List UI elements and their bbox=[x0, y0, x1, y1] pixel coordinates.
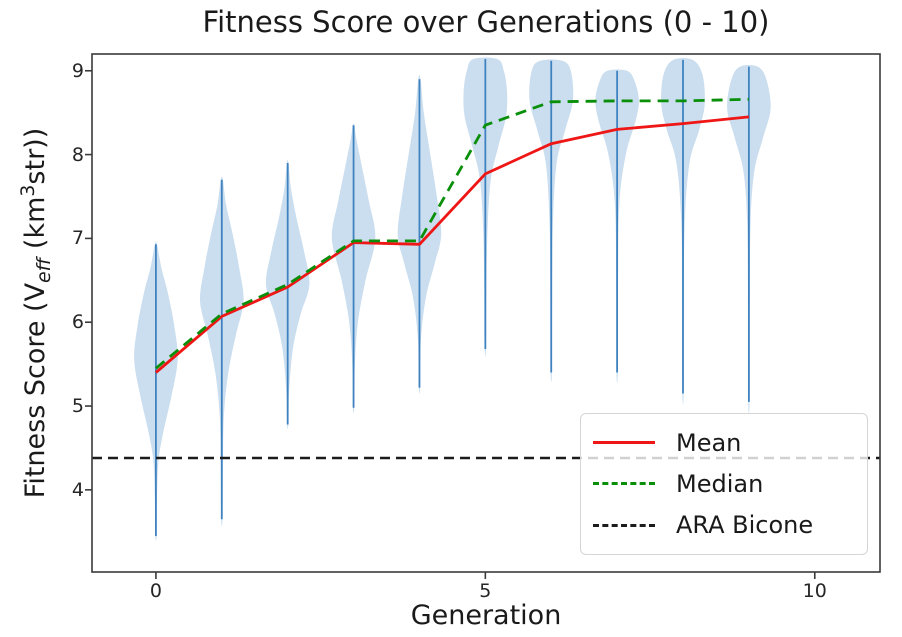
median-line bbox=[155, 97, 749, 370]
mean-line-sample bbox=[593, 441, 655, 445]
y-tick-label: 4 bbox=[71, 478, 84, 501]
legend-item-ara-bicone: ARA Bicone bbox=[593, 513, 855, 537]
legend-label-ara-bicone: ARA Bicone bbox=[676, 511, 814, 540]
x-tick-label: 10 bbox=[802, 580, 827, 602]
x-axis-label: Generation bbox=[410, 600, 562, 631]
y-tick-label: 5 bbox=[71, 395, 84, 418]
chart-title: Fitness Score over Generations (0 - 10) bbox=[202, 5, 770, 39]
legend: Mean Median ARA Bicone bbox=[580, 413, 868, 555]
legend-label-mean: Mean bbox=[676, 428, 742, 457]
legend-item-mean: Mean bbox=[593, 431, 855, 455]
x-tick-label: 0 bbox=[149, 580, 162, 602]
mean-line bbox=[154, 115, 750, 374]
y-tick-label: 9 bbox=[71, 59, 84, 82]
y-tick-label: 7 bbox=[71, 227, 84, 250]
x-tick-label: 5 bbox=[479, 580, 492, 602]
median-line-sample bbox=[593, 482, 655, 486]
legend-item-median: Median bbox=[593, 472, 855, 496]
ara-bicone-line-sample bbox=[593, 523, 655, 527]
legend-label-median: Median bbox=[676, 469, 764, 498]
y-tick-label: 6 bbox=[71, 311, 84, 334]
y-tick-label: 8 bbox=[71, 143, 84, 166]
